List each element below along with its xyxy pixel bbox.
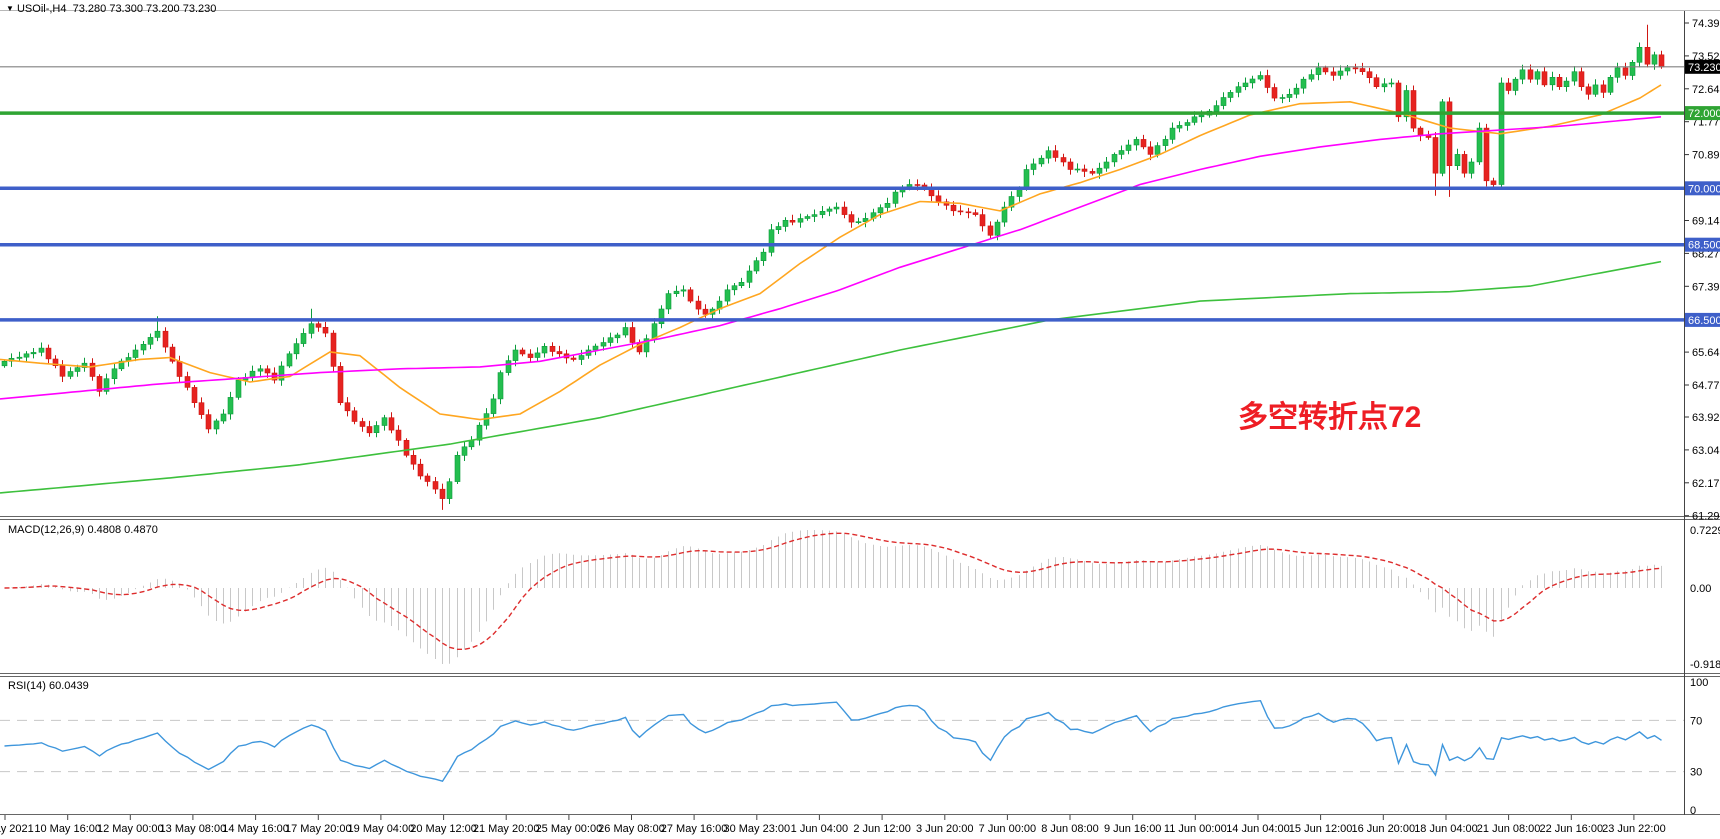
time-tick-label: 2 Jun 12:00 xyxy=(853,823,911,835)
time-tick-label: 27 May 16:00 xyxy=(661,823,728,835)
price-axis[interactable]: 74.39573.52072.64571.77070.89569.14568.2… xyxy=(1684,18,1720,523)
macd-name: MACD(12,26,9) xyxy=(8,524,85,536)
time-tick-label: 12 May 00:00 xyxy=(97,823,164,835)
rsi-name: RSI(14) xyxy=(8,680,46,692)
rsi-value: 60.0439 xyxy=(48,680,89,692)
rsi-indicator-label: RSI(14) 60.0439 xyxy=(8,680,89,692)
macd-signal-line xyxy=(4,532,1662,650)
rsi-axis-label: 100 xyxy=(1690,677,1708,689)
price-tick-label: 72.645 xyxy=(1692,84,1720,96)
time-tick-label: 1 Jun 04:00 xyxy=(791,823,849,835)
price-tick-label: 67.395 xyxy=(1692,281,1720,293)
macd-axis-label: 0.7229 xyxy=(1690,525,1720,537)
price-tick-label: 64.770 xyxy=(1692,380,1720,392)
rsi-panel xyxy=(0,699,1684,783)
price-badge-label: 70.000 xyxy=(1688,183,1720,195)
chart-ohlc-quotes: 73.280 73.300 73.200 73.230 xyxy=(72,3,217,15)
macd-axis: 0.7229 0.00 -0.9185 xyxy=(1690,525,1720,671)
chart-symbol-timeframe: USOil-,H4 xyxy=(16,3,67,15)
price-badge-label: 72.000 xyxy=(1688,108,1720,120)
macd-indicator-label: MACD(12,26,9) 0.4808 0.4870 xyxy=(8,524,158,536)
time-tick-label: 22 Jun 16:00 xyxy=(1539,823,1603,835)
chart-title-bar: ▼ USOil-,H4 73.280 73.300 73.200 73.230 xyxy=(6,3,216,15)
time-tick-label: 26 May 08:00 xyxy=(598,823,665,835)
time-tick-label: 8 Jun 08:00 xyxy=(1041,823,1099,835)
time-tick-label: 16 Jun 20:00 xyxy=(1351,823,1415,835)
time-tick-label: 14 May 16:00 xyxy=(222,823,289,835)
time-tick-label: 23 Jun 22:00 xyxy=(1602,823,1666,835)
symbol-collapse-icon[interactable]: ▼ xyxy=(6,4,14,13)
price-tick-label: 69.145 xyxy=(1692,216,1720,228)
time-tick-label: 15 Jun 12:00 xyxy=(1289,823,1353,835)
price-badge-label: 66.500 xyxy=(1688,315,1720,327)
time-tick-label: 3 Jun 20:00 xyxy=(916,823,974,835)
time-tick-label: 21 Jun 08:00 xyxy=(1477,823,1541,835)
macd-axis-label: 0.00 xyxy=(1690,583,1711,595)
macd-panel xyxy=(4,530,1662,664)
panel-dividers[interactable] xyxy=(0,516,1720,815)
time-tick-label: 30 May 23:00 xyxy=(723,823,790,835)
time-tick-label: 17 May 20:00 xyxy=(285,823,352,835)
price-badge-label: 73.230 xyxy=(1688,62,1720,74)
price-tick-label: 63.920 xyxy=(1692,412,1720,424)
time-tick-label: 14 Jun 04:00 xyxy=(1226,823,1290,835)
time-tick-label: 25 May 00:00 xyxy=(536,823,603,835)
time-tick-label: 18 Jun 04:00 xyxy=(1414,823,1478,835)
rsi-axis-label: 30 xyxy=(1690,767,1702,779)
rsi-axis: 100 70 30 0 xyxy=(1690,677,1708,817)
time-tick-label: 20 May 12:00 xyxy=(410,823,477,835)
price-tick-label: 70.895 xyxy=(1692,150,1720,162)
time-tick-label: 13 May 08:00 xyxy=(160,823,227,835)
price-badge xyxy=(1685,237,1720,252)
time-tick-label: 19 May 04:00 xyxy=(348,823,415,835)
price-badge xyxy=(1685,312,1720,327)
price-badge xyxy=(1685,59,1720,74)
rsi-axis-label: 0 xyxy=(1690,805,1696,817)
chart-text-annotation[interactable]: 多空转折点72 xyxy=(1238,401,1422,434)
time-tick-label: 11 Jun 00:00 xyxy=(1164,823,1227,835)
price-tick-label: 74.395 xyxy=(1692,18,1720,30)
macd-values: 0.4808 0.4870 xyxy=(87,524,158,536)
price-tick-label: 65.645 xyxy=(1692,347,1720,359)
time-tick-label: 9 Jun 16:00 xyxy=(1104,823,1162,835)
price-badge-label: 68.500 xyxy=(1688,240,1720,252)
time-tick-label: 7 Jun 00:00 xyxy=(979,823,1037,835)
price-badge xyxy=(1685,181,1720,196)
price-tick-label: 63.045 xyxy=(1692,445,1720,457)
macd-axis-label: -0.9185 xyxy=(1690,659,1720,671)
price-tick-label: 61.295 xyxy=(1692,511,1720,523)
time-tick-label: 10 May 16:00 xyxy=(34,823,101,835)
ma-mid-line xyxy=(0,116,1662,400)
time-tick-label: 21 May 20:00 xyxy=(473,823,540,835)
ma-slow-line xyxy=(0,260,1662,494)
time-tick-label: 7 May 2021 xyxy=(0,823,34,835)
price-badge xyxy=(1685,106,1720,121)
rsi-axis-label: 70 xyxy=(1690,715,1702,727)
rsi-line xyxy=(4,699,1662,783)
price-tick-label: 62.170 xyxy=(1692,478,1720,490)
candles xyxy=(1,24,1665,510)
